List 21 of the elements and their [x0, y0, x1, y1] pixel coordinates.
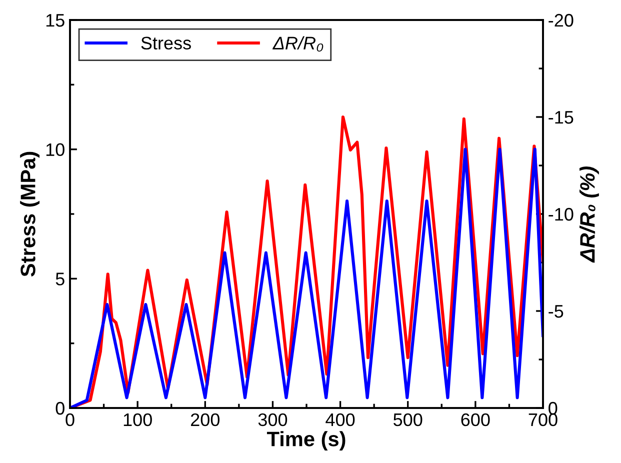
y2-axis-title: ΔR/R₀ (%): [580, 166, 599, 263]
y2-tick-label: -10: [548, 208, 574, 221]
x-tick-label: 700: [528, 413, 558, 426]
y-tick-label: 15: [46, 14, 64, 27]
y-tick-label: 0: [56, 402, 64, 415]
y2-tick-label: -5: [548, 305, 564, 318]
x-axis-title: Time (s): [266, 431, 346, 450]
x-tick-label: 100: [124, 413, 152, 426]
y-axis-title: Stress (MPa): [20, 152, 40, 276]
x-tick-label: 200: [190, 413, 220, 426]
y-tick-label: 5: [56, 272, 64, 286]
legend-label: ΔR/R₀: [272, 36, 324, 52]
y2-tick-label: -20: [548, 14, 574, 27]
x-tick-label: 400: [326, 413, 355, 426]
legend-label: Stress: [141, 36, 191, 50]
y2-tick-label: -15: [548, 111, 574, 124]
x-tick-label: 500: [394, 413, 422, 426]
x-tick-label: 300: [258, 413, 288, 426]
x-tick-label: 0: [66, 413, 74, 426]
x-tick-label: 600: [461, 413, 490, 426]
y-tick-label: 10: [46, 143, 64, 156]
